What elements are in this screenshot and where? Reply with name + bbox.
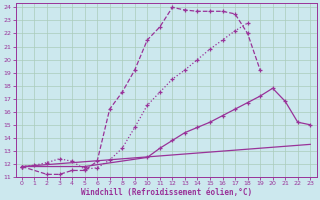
- X-axis label: Windchill (Refroidissement éolien,°C): Windchill (Refroidissement éolien,°C): [81, 188, 252, 197]
